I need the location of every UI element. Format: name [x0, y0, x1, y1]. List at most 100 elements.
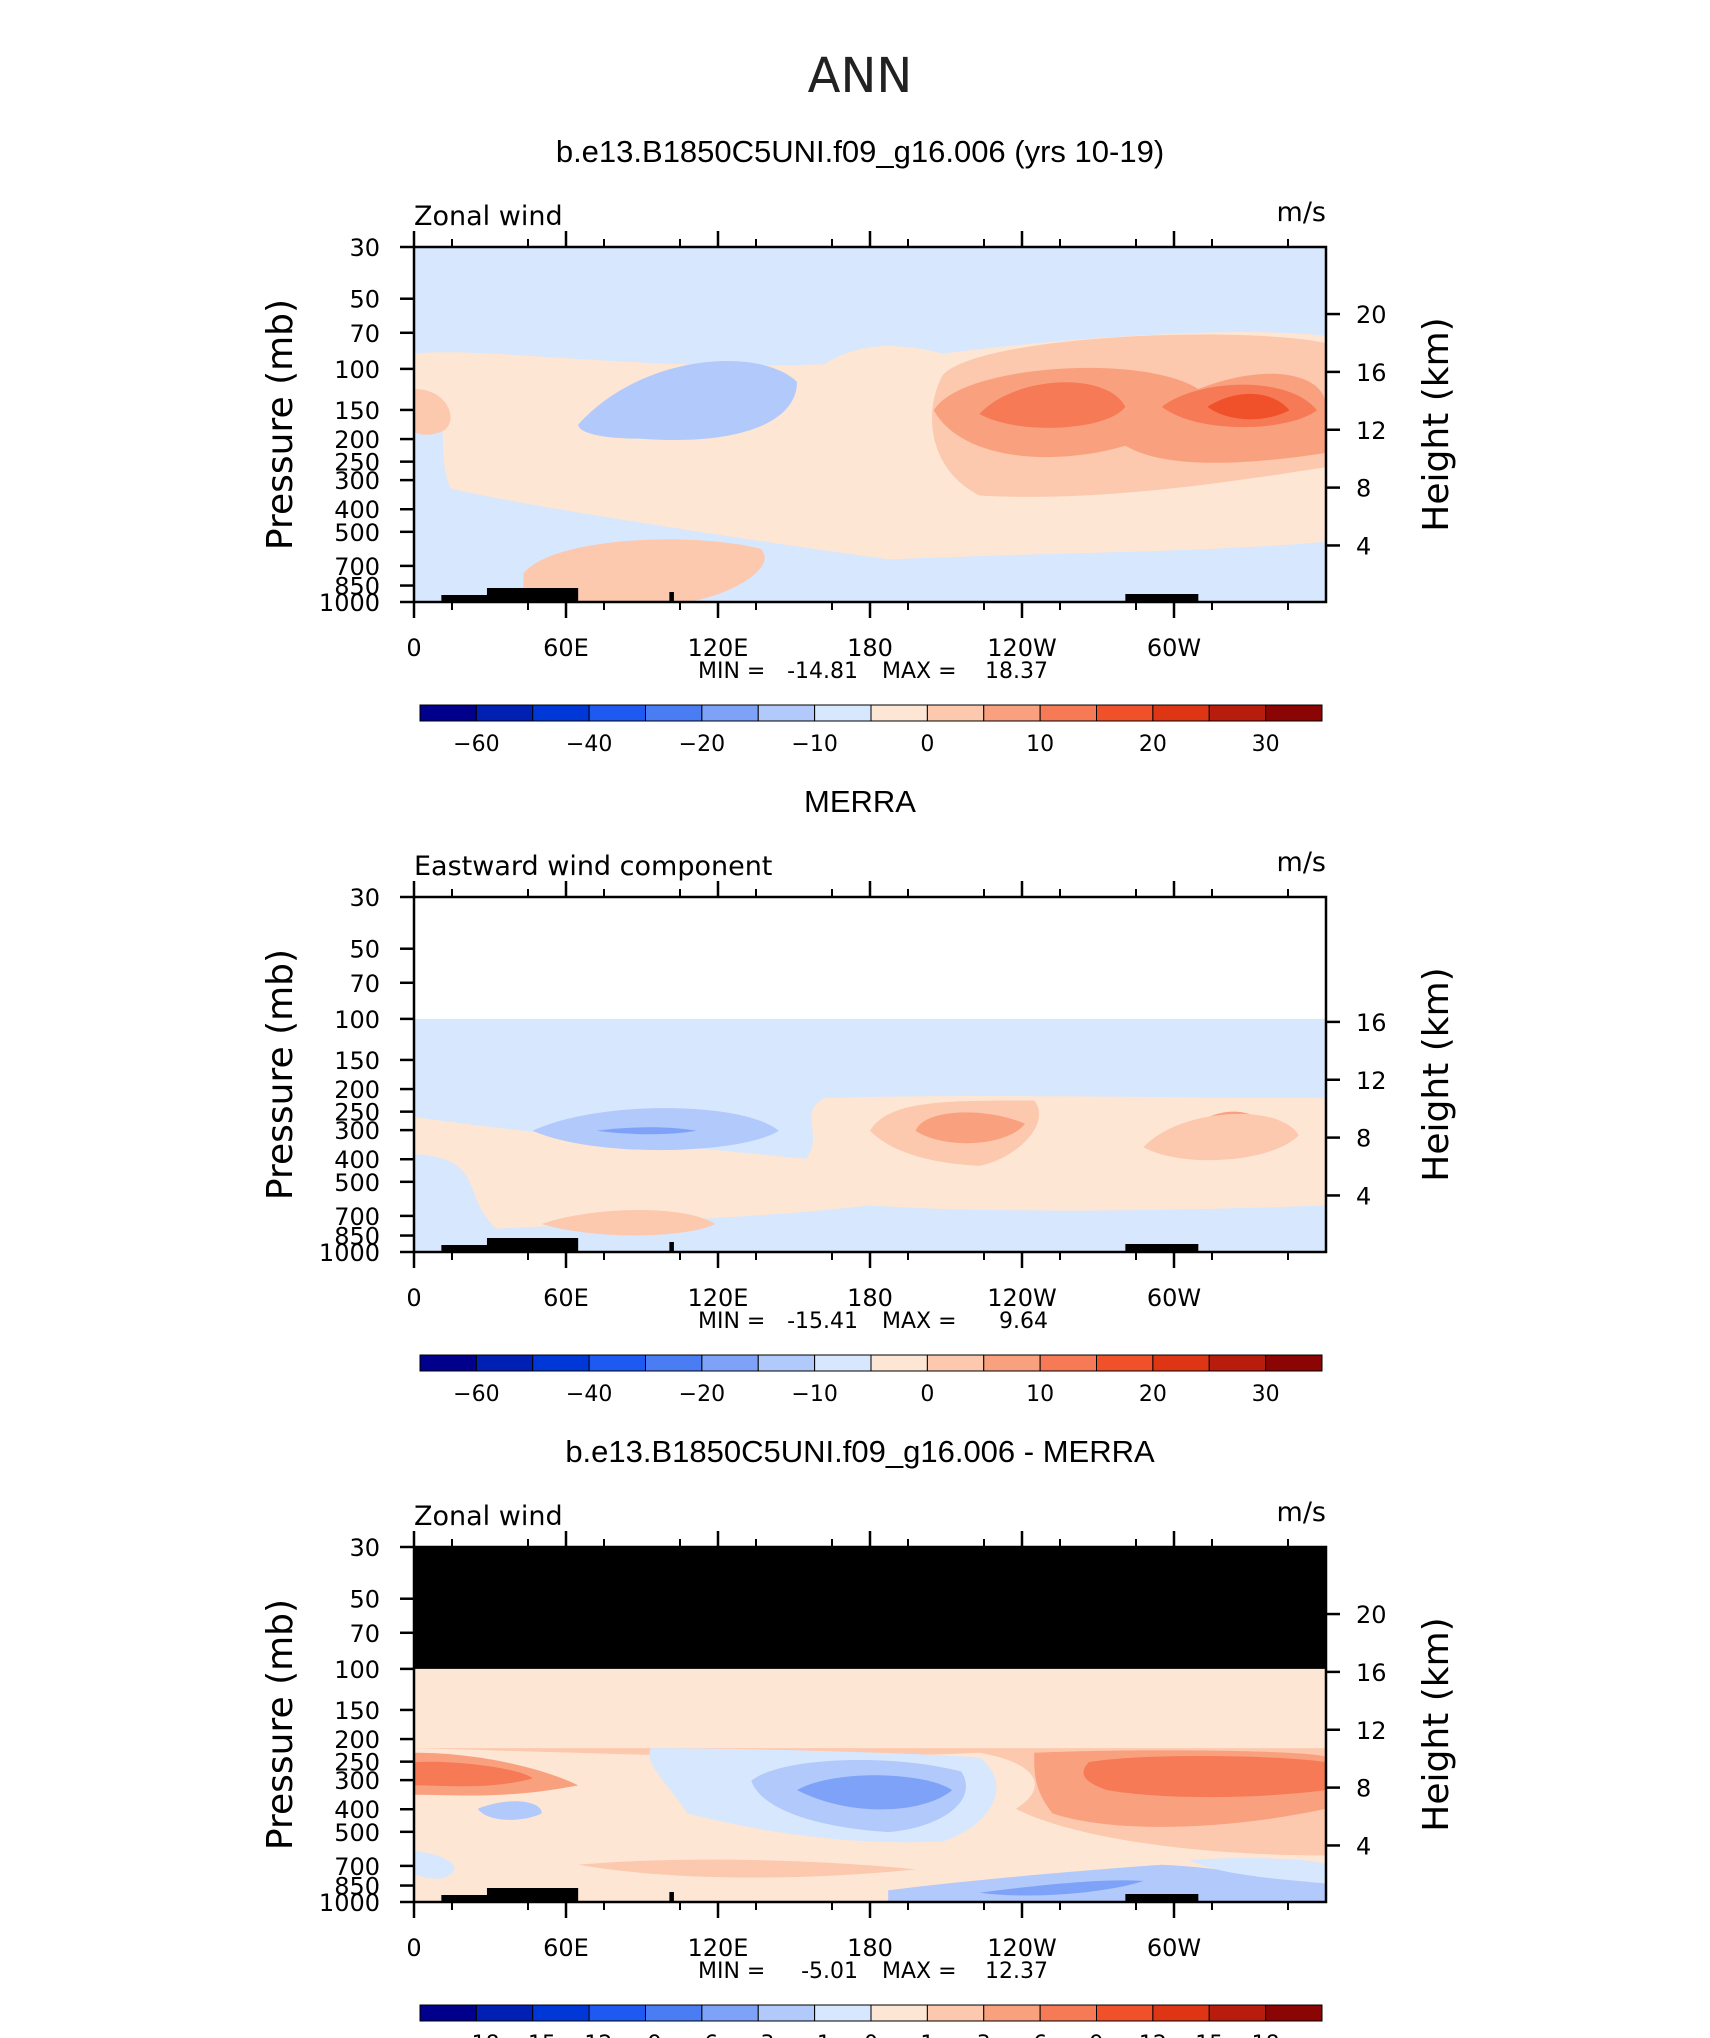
contour-region-0: [414, 1096, 1326, 1229]
colorbar-label: 10: [1026, 1382, 1054, 1407]
y-tick-label: 100: [334, 356, 380, 384]
colorbar-box: [588, 2004, 646, 2022]
colorbar-label: −60: [453, 1382, 499, 1407]
contour-field: [414, 1547, 1326, 1902]
colorbar-box: [419, 1354, 477, 1372]
panel-title: MERRA: [804, 784, 916, 819]
colorbar-box: [419, 2004, 477, 2022]
y-right-tick-label: 12: [1356, 1067, 1387, 1095]
colorbar-box: [926, 1354, 985, 1372]
y-tick-label: 1000: [319, 1239, 380, 1267]
y-tick-label: 850: [334, 1223, 380, 1251]
y-tick-label: 150: [334, 397, 380, 425]
x-tick-label: 180: [847, 1934, 893, 1962]
y-right-tick-label: 16: [1356, 1009, 1387, 1037]
x-tick-label: 120E: [688, 1934, 749, 1962]
colorbar-box: [1265, 2004, 1323, 2022]
colorbar-label: −20: [679, 1382, 725, 1407]
panel-units: m/s: [1277, 847, 1326, 878]
colorbar: −60 −40 −20 −10 0 10 20 30: [419, 704, 1323, 757]
x-tick-label: 120E: [688, 634, 749, 662]
y-tick-label: 50: [349, 1586, 380, 1614]
y-tick-label: 400: [334, 1146, 380, 1174]
x-tick-label: 0: [406, 634, 421, 662]
min-value: -15.41: [787, 1309, 858, 1334]
colorbar-box: [1096, 704, 1154, 722]
y-right-axis-label: Height (km): [1416, 967, 1457, 1181]
panel-left-string: Zonal wind: [414, 1501, 563, 1532]
contour-region-7: [414, 389, 451, 435]
y-tick-label: 200: [334, 1076, 380, 1104]
y-right-tick-label: 16: [1356, 359, 1387, 387]
colorbar-box: [870, 2004, 928, 2022]
y-right-axis-label: Height (km): [1416, 1617, 1457, 1831]
y-right-tick-label: 12: [1356, 417, 1387, 445]
colorbar-box: [870, 704, 928, 722]
y-tick-label: 30: [349, 884, 380, 912]
colorbar-label: −60: [453, 732, 499, 757]
colorbar-label: −3: [742, 2032, 774, 2038]
panel-left-string: Eastward wind component: [414, 851, 772, 882]
colorbar-box: [588, 1354, 646, 1372]
colorbar-box: [983, 704, 1041, 722]
min-value: -5.01: [801, 1959, 858, 1984]
contour-region-10: [979, 1880, 1144, 1896]
y-tick-label: 250: [334, 1099, 380, 1127]
colorbar-label: −20: [679, 732, 725, 757]
y-tick-label: 1000: [319, 1889, 380, 1917]
colorbar-label: −40: [566, 1382, 612, 1407]
contour-region-3: [1083, 1755, 1326, 1798]
colorbar-label: −18: [453, 2032, 499, 2038]
main-title: ANN: [808, 48, 913, 104]
panel-title: b.e13.B1850C5UNI.f09_g16.006 (yrs 10-19): [556, 134, 1164, 169]
min-label: MIN =: [698, 1309, 765, 1334]
panel-units: m/s: [1277, 1497, 1326, 1528]
y-right-tick-label: 16: [1356, 1659, 1387, 1687]
x-tick-label: 120E: [688, 1284, 749, 1312]
topography: [441, 588, 1199, 602]
colorbar-label: 12: [1139, 2032, 1167, 2038]
colorbar-box: [926, 2004, 985, 2022]
y-tick-label: 150: [334, 1697, 380, 1725]
y-tick-label: 250: [334, 1749, 380, 1777]
contour-region-4: [414, 1761, 533, 1787]
y-tick-label: 400: [334, 496, 380, 524]
colorbar-label: −40: [566, 732, 612, 757]
colorbar-label: 1: [920, 2032, 934, 2038]
colorbar-box: [1208, 1354, 1267, 1372]
colorbar-box: [757, 2004, 816, 2022]
y-tick-label: 300: [334, 1767, 380, 1795]
min-value: -14.81: [787, 659, 858, 684]
y-tick-label: 500: [334, 1169, 380, 1197]
y-right-axis-label: Height (km): [1416, 317, 1457, 531]
colorbar-box: [1152, 1354, 1210, 1372]
colorbar-box: [1096, 2004, 1154, 2022]
y-tick-label: 1000: [319, 589, 380, 617]
colorbar-label: −15: [510, 2032, 556, 2038]
missing-data-mask: [414, 1547, 1326, 1669]
min-label: MIN =: [698, 1959, 765, 1984]
panel-units: m/s: [1277, 197, 1326, 228]
y-axis-label: Pressure (mb): [260, 299, 301, 550]
y-tick-label: 50: [349, 286, 380, 314]
contour-region-2: [596, 1127, 697, 1135]
y-right-tick-label: 8: [1356, 475, 1371, 503]
colorbar-label: −10: [791, 1382, 837, 1407]
x-tick-label: 180: [847, 634, 893, 662]
chart-panel-1: b.e13.B1850C5UNI.f09_g16.006 (yrs 10-19)…: [260, 134, 1457, 757]
colorbar-box: [1208, 2004, 1267, 2022]
colorbar: −60 −40 −20 −10 0 10 20 30: [419, 1354, 1323, 1407]
contour-field: [414, 247, 1326, 602]
colorbar-box: [1039, 704, 1097, 722]
colorbar-box: [814, 2004, 872, 2022]
max-label: MAX =: [882, 1959, 957, 1984]
y-tick-label: 200: [334, 1726, 380, 1754]
y-right-tick-label: 4: [1356, 532, 1371, 560]
y-tick-label: 250: [334, 449, 380, 477]
colorbar-box: [701, 704, 759, 722]
contour-region-6: [541, 1210, 715, 1236]
y-tick-label: 30: [349, 1534, 380, 1562]
colorbar: −18 −15 −12 −9 −6 −3 −1 0 1 3 6 9 12 15 18: [419, 2004, 1323, 2038]
chart-panel-2: MERRA Eastward wind component m/s 0 60E 120E 1…: [260, 784, 1457, 1407]
